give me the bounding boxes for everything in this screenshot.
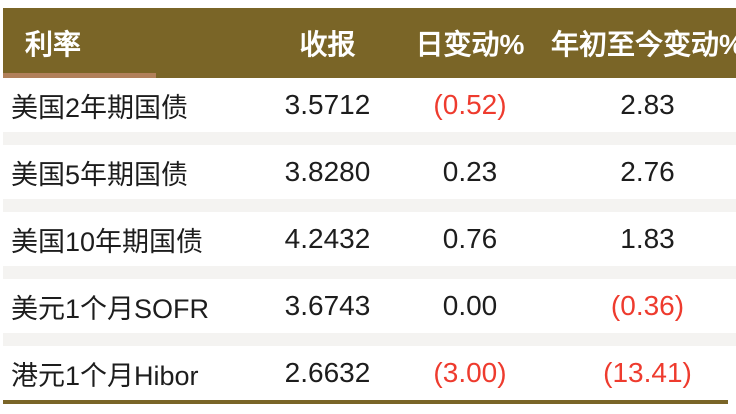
cell-close: 4.2432 bbox=[260, 212, 395, 279]
cell-rate-name: 港元1个月Hibor bbox=[3, 346, 260, 400]
cell-day-change: 0.23 bbox=[395, 145, 545, 212]
cell-day-change: 0.76 bbox=[395, 212, 545, 279]
column-header-close: 收报 bbox=[260, 8, 395, 78]
column-header-ytd-change: 年初至今变动% bbox=[545, 8, 736, 78]
table-bottom-rule bbox=[3, 400, 728, 404]
cell-close: 3.6743 bbox=[260, 279, 395, 346]
table-row: 美国10年期国债 4.2432 0.76 1.83 bbox=[3, 212, 736, 279]
cell-day-change: (0.52) bbox=[395, 78, 545, 145]
cell-close: 3.8280 bbox=[260, 145, 395, 212]
column-header-day-change: 日变动% bbox=[395, 8, 545, 78]
cell-day-change: 0.00 bbox=[395, 279, 545, 346]
rates-table-panel: 利率 收报 日变动% 年初至今变动% 美国2年期国债 3.5712 (0.52) 2.… bbox=[3, 8, 736, 404]
table-row: 美元1个月SOFR 3.6743 0.00 (0.36) bbox=[3, 279, 736, 346]
cell-ytd-change: 2.83 bbox=[545, 78, 736, 145]
cell-ytd-change: (13.41) bbox=[545, 346, 736, 400]
header-accent-strip bbox=[3, 73, 156, 78]
header-row: 利率 收报 日变动% 年初至今变动% bbox=[3, 8, 736, 78]
cell-rate-name: 美元1个月SOFR bbox=[3, 279, 260, 346]
table-row: 港元1个月Hibor 2.6632 (3.00) (13.41) bbox=[3, 346, 736, 400]
column-header-rate: 利率 bbox=[3, 8, 260, 78]
cell-close: 3.5712 bbox=[260, 78, 395, 145]
cell-rate-name: 美国10年期国债 bbox=[3, 212, 260, 279]
table-row: 美国2年期国债 3.5712 (0.52) 2.83 bbox=[3, 78, 736, 145]
cell-rate-name: 美国2年期国债 bbox=[3, 78, 260, 145]
cell-day-change: (3.00) bbox=[395, 346, 545, 400]
cell-ytd-change: 1.83 bbox=[545, 212, 736, 279]
cell-ytd-change: 2.76 bbox=[545, 145, 736, 212]
table-header: 利率 收报 日变动% 年初至今变动% bbox=[3, 8, 736, 78]
cell-ytd-change: (0.36) bbox=[545, 279, 736, 346]
cell-close: 2.6632 bbox=[260, 346, 395, 400]
rates-table: 利率 收报 日变动% 年初至今变动% 美国2年期国债 3.5712 (0.52) 2.… bbox=[3, 8, 736, 400]
table-body: 美国2年期国债 3.5712 (0.52) 2.83 美国5年期国债 3.8280 0.23… bbox=[3, 78, 736, 400]
table-row: 美国5年期国债 3.8280 0.23 2.76 bbox=[3, 145, 736, 212]
cell-rate-name: 美国5年期国债 bbox=[3, 145, 260, 212]
